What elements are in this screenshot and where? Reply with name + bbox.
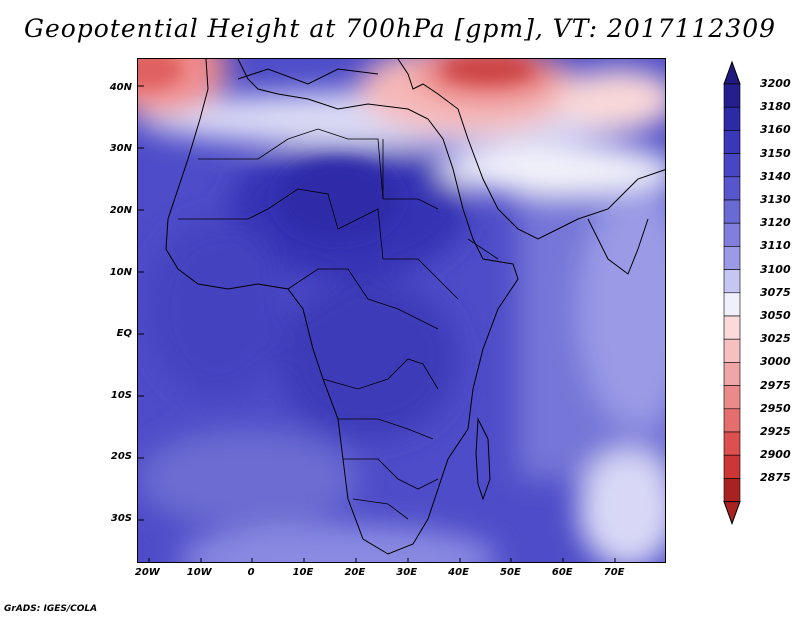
country-borders [178,128,499,520]
map-title: Geopotential Height at 700hPa [gpm], VT:… [23,14,777,43]
colorbar-swatch [723,269,741,294]
colorbar-level-label: 2875 [760,471,791,485]
colorbar-level-label: 2925 [760,425,791,438]
colorbar-level-label: 3000 [760,355,791,369]
map-panel [137,58,666,563]
colorbar-swatch [723,130,741,154]
colorbar-swatch [723,315,741,340]
lon-tick-label: 60E [551,567,573,578]
colorbar-level-label: 2950 [760,401,791,415]
colorbar-level-label: 3150 [760,146,791,160]
colorbar-level-label: 3200 [760,77,791,90]
grads-credit: GrADS: IGES/COLA [4,604,98,614]
colorbar-swatch [723,106,741,131]
colorbar-swatch [723,408,741,433]
lat-tick-label: 30N [109,143,132,155]
colorbar-swatch [723,454,741,479]
colorbar-swatch [723,83,741,108]
colorbar-level-label: 3120 [760,216,791,230]
colorbar-swatch [723,153,741,178]
colorbar-bottom-arrow [723,501,741,526]
colorbar-level-label: 3130 [760,193,791,206]
colorbar-swatch [723,385,741,410]
coastlines [165,59,665,555]
lon-tick-label: 20W [134,567,160,578]
lat-tick-label: 40N [109,81,132,93]
lon-tick-label: 40E [448,567,469,578]
lat-tick-label: 20N [109,204,132,216]
lat-tick-label: EQ [116,328,132,340]
colorbar-level-label: 3110 [760,239,791,253]
colorbar-level-label: 3140 [760,169,791,183]
colorbar-level-label: 2975 [760,378,791,392]
colorbar-level-label: 3075 [760,285,791,299]
lat-tick-label: 10S [110,389,132,401]
frame-ticks [138,85,616,562]
colorbar-swatch [723,478,741,502]
lon-tick-label: 70E [603,567,625,578]
lon-tick-label: 30E [396,567,418,578]
colorbar-swatch [723,362,741,386]
lat-tick-label: 10N [109,266,132,278]
colorbar-swatch [723,199,741,224]
colorbar-swatch [723,246,741,270]
lon-tick-label: 10W [186,567,212,578]
colorbar-level-label: 2900 [760,448,791,462]
colorbar-level-label: 3100 [760,262,791,276]
lon-tick-label: 50E [500,567,521,578]
colorbar-swatch [723,338,741,363]
colorbar-swatch [723,431,741,456]
lon-tick-label: 10E [292,567,314,578]
colorbar-swatch [723,222,741,247]
lat-tick-label: 30S [110,512,132,524]
colorbar-top-arrow [723,60,741,85]
lat-tick-label: 20S [110,451,132,463]
colorbar-level-label: 3025 [760,332,791,346]
colorbar-level-label: 3160 [760,123,791,137]
colorbar-swatch [723,176,741,201]
height-field-map [138,59,665,562]
colorbar-swatch [723,292,741,317]
colorbar-level-label: 3050 [760,309,791,322]
colorbar-level-label: 3180 [760,100,791,114]
lon-tick-label: 0 [247,567,255,578]
lon-tick-label: 20E [344,567,366,578]
